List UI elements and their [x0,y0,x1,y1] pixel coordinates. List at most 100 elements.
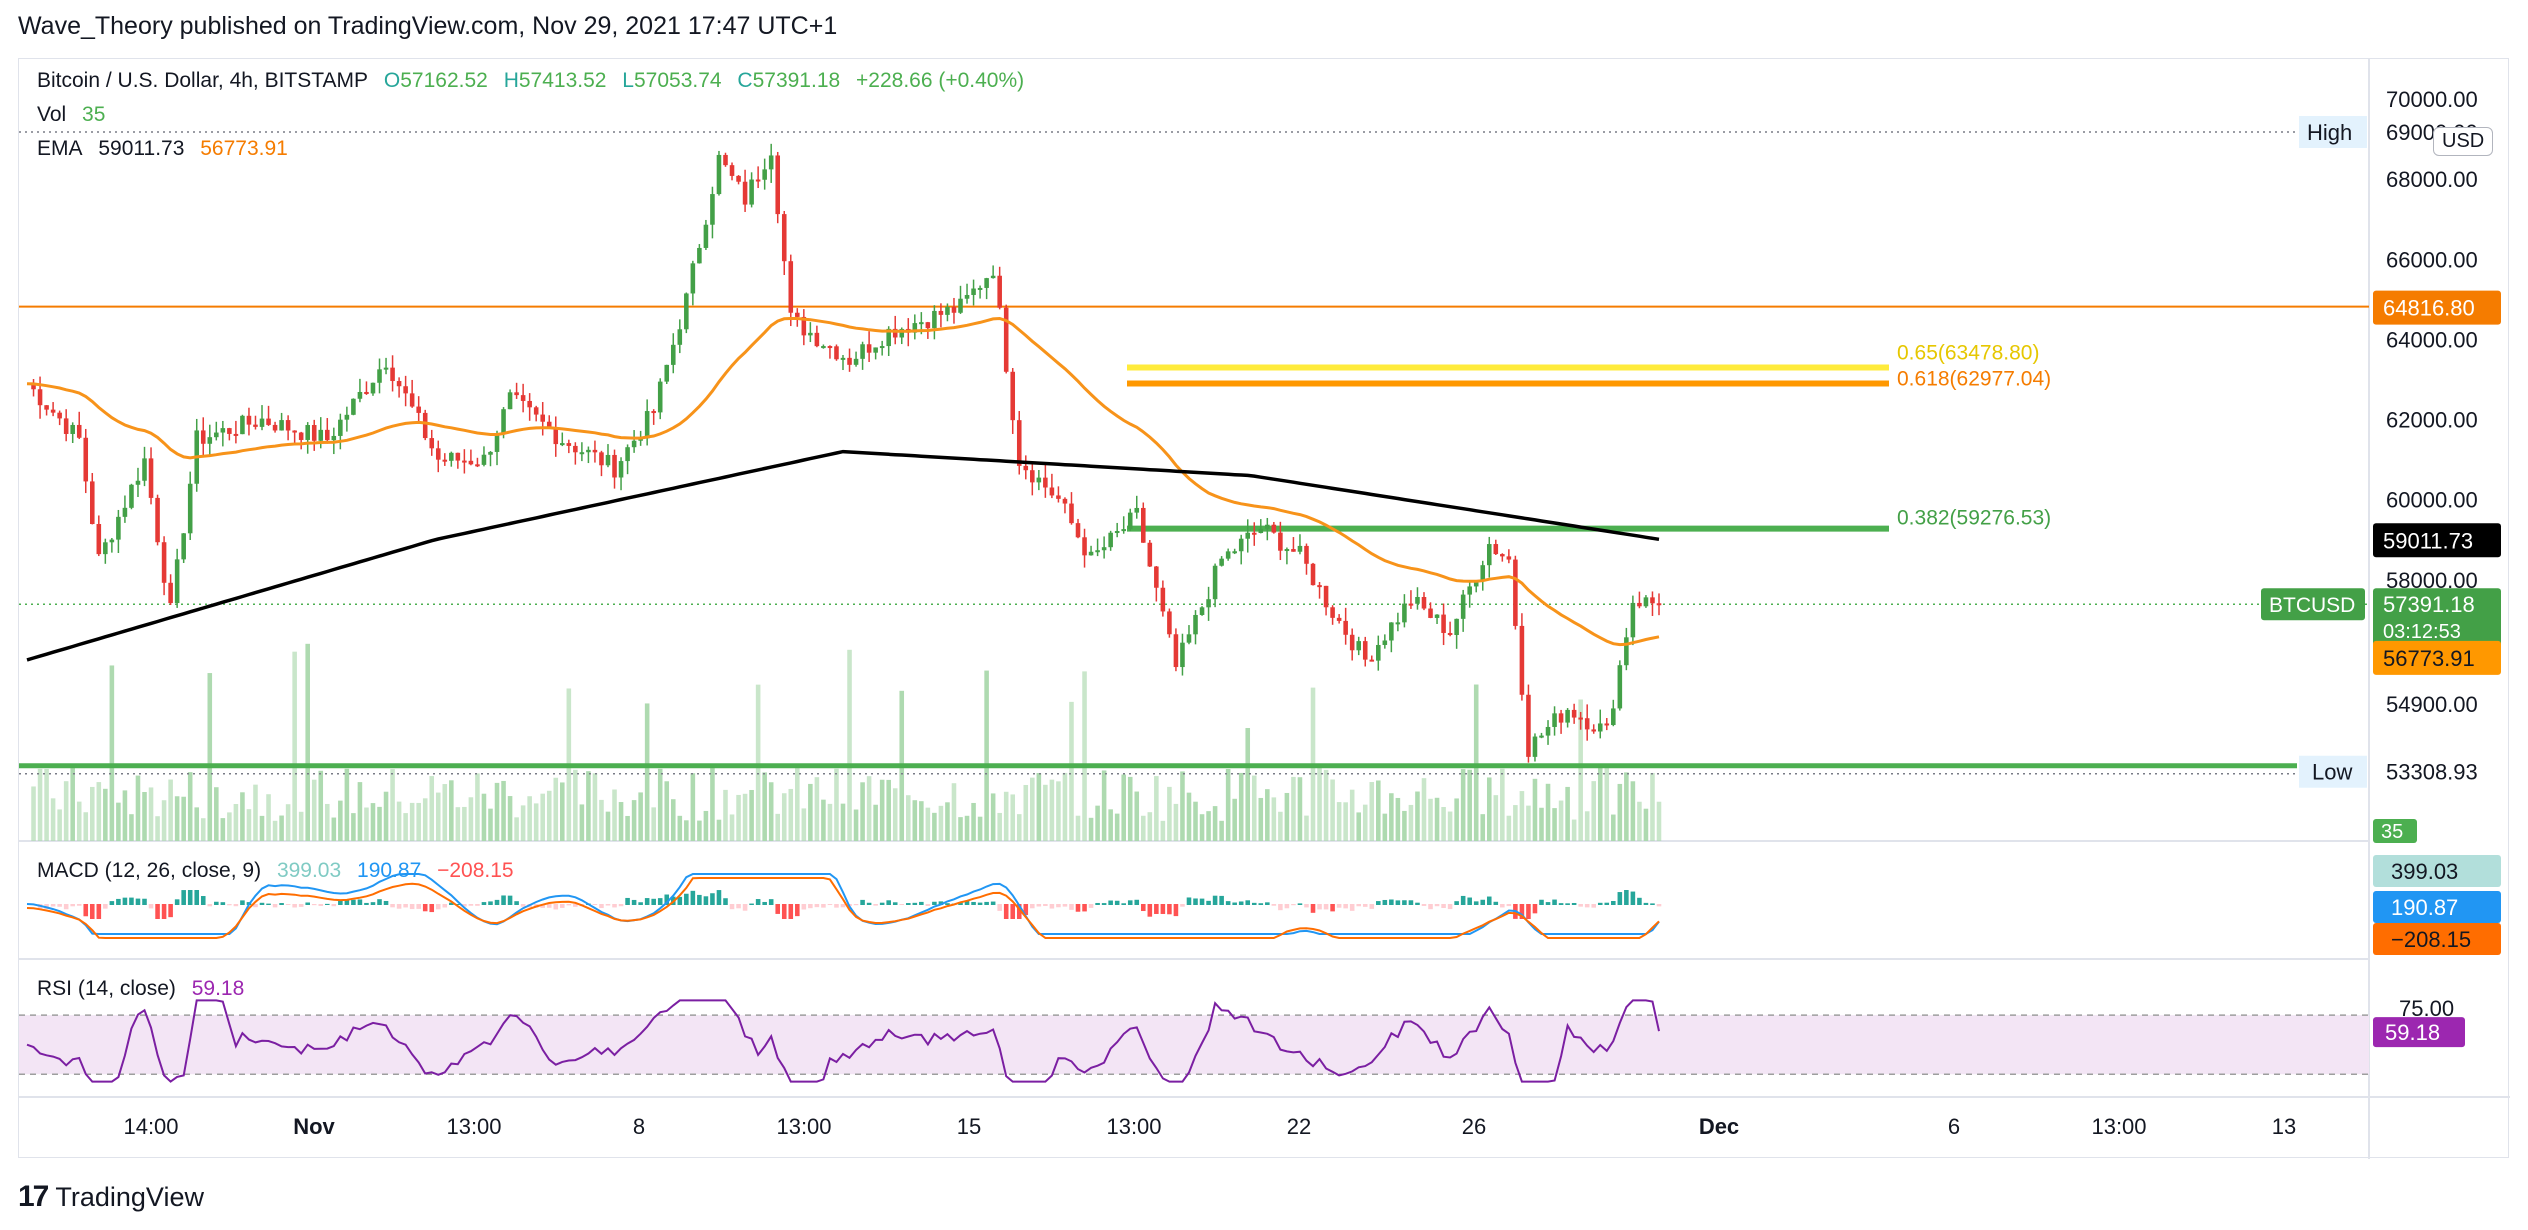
macd-hist-bar [272,904,278,908]
macd-hist-bar [494,899,500,905]
candle-body [455,452,461,461]
candle-body [1251,532,1257,535]
volume-bar [148,787,154,841]
macd-hist-bar [403,904,408,908]
chart-frame[interactable]: 0.65(63478.80) 0.618(62977.04) 0.382(59276… [18,58,2510,1159]
candle-body [729,165,735,176]
macd-hist-bar [1075,904,1081,912]
macd-hist-bar [168,904,173,918]
candle-body [1317,585,1322,588]
symbol-legend[interactable]: Bitcoin / U.S. Dollar, 4h, BITSTAMP O571… [37,69,1034,93]
macd-hist-bar [174,899,180,905]
candle-body [1643,597,1649,607]
candle-body [736,175,741,182]
rsi-label: RSI (14, close) [37,977,176,1000]
candle-body [1611,708,1616,726]
volume-bar [670,799,676,841]
macd-hist-bar [1238,901,1244,905]
macd-hist-bar [298,904,304,907]
candle-body [1402,603,1407,623]
volume-bar [57,809,62,841]
volume-bar [1023,784,1029,841]
volume-bar [723,789,728,841]
price-tick-label: 62000.00 [2386,408,2478,433]
macd-hist-bar [1362,904,1368,907]
candle-body [174,559,180,604]
volume-bar [1402,810,1407,841]
macd-hist-bar [1023,904,1029,915]
candle-body [1539,735,1544,738]
macd-hist-bar [1108,900,1113,905]
candle-body [1245,532,1251,539]
candle-body [1545,726,1551,736]
volume-bar [1317,767,1322,841]
candle-body [1180,642,1185,668]
macd-hist-bar [710,893,715,905]
candle-body [768,155,774,170]
candle-body [501,409,506,435]
vol-legend[interactable]: Vol 35 [37,103,115,127]
candle-body [462,460,467,463]
volume-bar [1147,812,1153,841]
volume-bar [540,793,545,841]
low-tag-label: Low [2312,760,2352,785]
macd-hist-bar [1232,902,1237,905]
volume-bar [1141,815,1146,841]
macd-hist-bar [592,904,598,906]
volume-bar [618,802,624,841]
macd-hist-bar [1624,890,1629,905]
candle-body [1330,607,1335,618]
candle-body [357,391,363,399]
volume-bar [1030,777,1035,841]
volume-bar [1558,800,1564,841]
macd-line [26,873,1660,935]
candle-body [396,381,402,387]
rsi-legend[interactable]: RSI (14, close) 59.18 [37,977,254,1001]
macd-hist-bar [311,904,317,906]
vol-tag-bg [2373,819,2417,843]
candle-body [220,428,226,433]
macd-legend[interactable]: MACD (12, 26, close, 9) 399.03 190.87 −2… [37,859,524,883]
macd-hist-bar [429,904,435,913]
macd-hist-bar [573,904,578,907]
candle-body [814,332,820,347]
vol-label: Vol [37,103,67,126]
volume-bar [1650,772,1655,841]
candle-body [76,424,82,438]
btcusd-symbol-tag: BTCUSD [2269,594,2355,617]
macd-hist-bar [1030,904,1035,909]
price-tick-label: 60000.00 [2386,488,2478,513]
axis-layer: 70000.00 68000.00 66000.00 64000.00 62000.00… [123,87,2501,1139]
candle-body [945,306,950,315]
volume-bar [866,776,872,841]
volume-bar [514,817,519,841]
candle-body [1069,503,1074,524]
macd-hist-bar [684,893,689,905]
candle-body [1552,713,1557,727]
candle-body [1473,581,1479,587]
macd-hist-bar [1147,904,1153,917]
macd-hist-bar [1617,892,1623,905]
volume-bar [1441,807,1446,841]
candle-body [1480,565,1486,582]
volume-bar [827,803,833,841]
candle-body [1526,694,1531,757]
macd-hist-bar [1003,904,1009,919]
ema-legend[interactable]: EMA 59011.73 56773.91 [37,137,298,161]
macd-hist-bar [1349,904,1355,911]
candle-body [964,294,970,299]
macd-hist-bar [57,904,62,907]
candle-body [1349,634,1355,651]
volume-bar [227,812,232,841]
candle-body [390,367,395,382]
tradingview-logo[interactable]: 17 TradingView [18,1180,204,1214]
chart-canvas[interactable]: 0.65(63478.80) 0.618(62977.04) 0.382(59276… [19,59,2510,1159]
candle-body [89,481,95,525]
macd-hist-bar [677,896,683,905]
macd-hist-bar [1336,904,1342,908]
volume-bar [501,780,506,841]
volume-bar [892,788,898,841]
macd-hist-bar [1291,904,1296,906]
currency-badge[interactable]: USD [2433,127,2494,156]
macd-hist-bar [351,899,356,905]
